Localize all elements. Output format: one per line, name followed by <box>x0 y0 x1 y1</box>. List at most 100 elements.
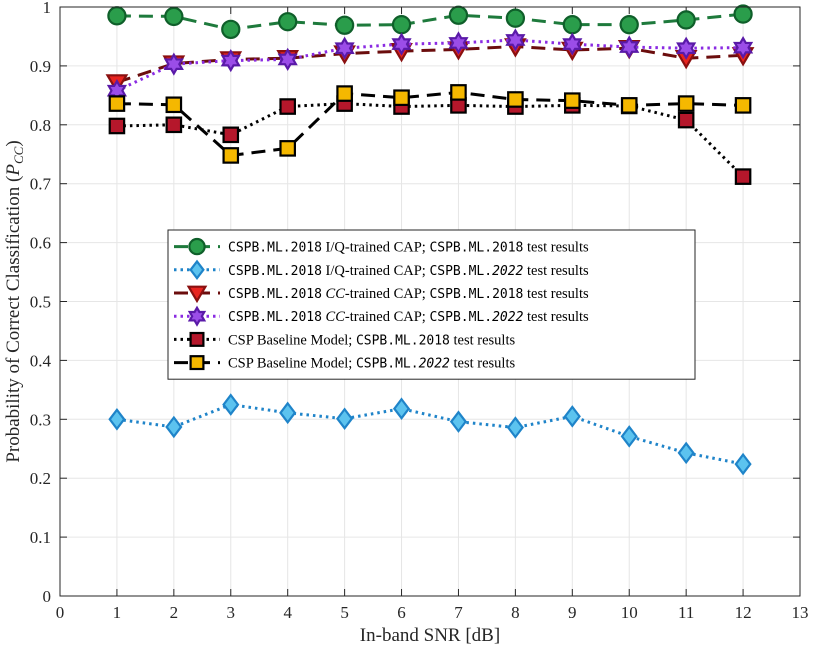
x-axis-title: In-band SNR [dB] <box>360 625 500 646</box>
legend-label-part: test results <box>450 356 516 372</box>
legend-box <box>167 229 696 380</box>
y-tick-label: 0.1 <box>30 528 51 547</box>
series-5-point <box>165 96 183 114</box>
x-tick-label: 5 <box>340 603 349 622</box>
legend-label-part: CSPB.ML.2018 <box>429 241 523 256</box>
series-3-point <box>733 36 754 60</box>
series-1-point <box>279 401 297 425</box>
y-tick-label: 0.5 <box>30 293 51 312</box>
series-4-point <box>108 117 126 135</box>
series-layer <box>105 4 755 476</box>
y-axis-title-prefix: Probability of Correct Classification ( <box>3 176 24 463</box>
legend-label-part: I/Q-trained CAP; <box>322 240 430 256</box>
legend-swatch-marker <box>188 237 206 256</box>
series-5-point <box>222 147 240 164</box>
legend-label-part: 2022 <box>492 264 523 279</box>
y-tick-label: 0.2 <box>30 469 51 488</box>
legend-label: CSPB.ML.2018 I/Q-trained CAP; CSPB.ML.20… <box>228 240 589 256</box>
series-3-point <box>505 28 526 52</box>
x-tick-label: 11 <box>678 603 694 622</box>
legend-label-part: CSP Baseline Model; <box>228 332 356 348</box>
series-0-line <box>116 12 744 31</box>
series-3-point <box>562 32 583 56</box>
y-tick-label: 0.4 <box>30 351 52 370</box>
y-axis-title: Probability of Correct Classification (P… <box>3 140 26 462</box>
legend-label: CSPB.ML.2018 CC-trained CAP; CSPB.ML.201… <box>228 286 589 302</box>
series-3-point <box>619 35 640 59</box>
series-0-point <box>334 15 355 35</box>
legend-label-part: CSPB.ML.2018 <box>228 264 322 279</box>
x-tick-label: 12 <box>735 603 752 622</box>
legend-label: CSP Baseline Model; CSPB.ML.2022 test re… <box>228 356 515 372</box>
y-tick-label: 0.8 <box>30 116 51 135</box>
legend-swatch-marker <box>186 285 208 304</box>
x-tick-label: 4 <box>283 603 292 622</box>
series-5-point <box>450 84 467 101</box>
legend-label-part: CSPB.ML.2018 <box>429 287 523 302</box>
series-0-point <box>562 15 582 35</box>
plot-frame <box>59 6 801 597</box>
x-tick-label: 8 <box>511 603 520 622</box>
y-axis-title-subscript: CC <box>11 146 26 164</box>
legend-item: CSPB.ML.2018 I/Q-trained CAP; CSPB.ML.20… <box>174 259 589 281</box>
legend-label: CSPB.ML.2018 CC-trained CAP; CSPB.ML.202… <box>228 309 589 325</box>
x-tick-label: 10 <box>621 603 638 622</box>
series-5-point <box>564 92 581 109</box>
y-tick-label: 0.7 <box>30 175 52 194</box>
series-5-line <box>116 90 744 158</box>
y-tick-labels: 0 0.1 0.2 0.3 0.4 0.5 0.6 0.7 0.8 0.9 1 <box>30 0 52 606</box>
legend-label-part: CC <box>326 309 346 325</box>
series-0-point <box>619 15 639 35</box>
legend-item: CSPB.ML.2018 CC-trained CAP; CSPB.ML.202… <box>174 305 589 327</box>
legend-swatch-marker <box>187 305 207 327</box>
x-tick-label: 13 <box>792 603 809 622</box>
series-4-point <box>165 116 183 134</box>
series-1-point <box>222 393 240 416</box>
legend-item: CSPB.ML.2018 I/Q-trained CAP; CSPB.ML.20… <box>174 237 589 256</box>
legend-label-part: -trained CAP; <box>345 309 430 325</box>
x-tick-label: 0 <box>56 603 65 622</box>
legend-item: CSP Baseline Model; CSPB.ML.2022 test re… <box>174 355 515 372</box>
series-3-point <box>676 36 697 60</box>
legend: CSPB.ML.2018 I/Q-trained CAP; CSPB.ML.20… <box>167 229 696 380</box>
legend-item: CSPB.ML.2018 CC-trained CAP; CSPB.ML.201… <box>174 285 589 304</box>
y-axis-title-suffix: ) <box>3 140 24 146</box>
legend-label-part: 2022 <box>419 357 450 372</box>
legend-label-part: I/Q-trained CAP; <box>322 263 430 279</box>
series-1-point <box>563 405 581 428</box>
legend-label-part: test results <box>523 240 589 256</box>
series-0-point <box>107 6 127 26</box>
series-5-point <box>393 89 410 107</box>
series-5-point <box>734 97 752 114</box>
series-3-point <box>220 48 241 73</box>
series-5-point <box>507 91 524 108</box>
legend-label-part: CSPB.ML.2018 <box>228 310 322 325</box>
legend-label-part: test results <box>523 309 589 325</box>
legend-label-part: CSP Baseline Model; <box>228 356 356 372</box>
legend-swatch-marker <box>189 355 205 371</box>
legend-swatch-marker <box>189 259 205 281</box>
series-0-point <box>676 10 696 30</box>
series-0-point <box>221 19 241 40</box>
x-tick-label: 6 <box>397 603 406 622</box>
legend-label-part: CSPB.ML. <box>356 357 419 372</box>
x-tick-label: 7 <box>454 603 463 622</box>
legend-label-part: test results <box>523 263 589 279</box>
series-4-line <box>116 102 745 178</box>
legend-label-part: CSPB.ML.2018 <box>228 287 322 302</box>
series-4-point <box>279 98 296 115</box>
series-3-point <box>391 32 412 56</box>
series-4-point <box>222 126 240 144</box>
series-5-point <box>108 95 126 112</box>
series-0-point <box>448 5 469 25</box>
legend-label-part: CSPB.ML. <box>429 264 492 279</box>
series-4-point <box>734 168 752 185</box>
y-axis-title-symbol: P <box>3 164 24 177</box>
series-2-line <box>116 44 744 84</box>
x-tick-label: 2 <box>170 603 179 622</box>
legend-label-part: test results <box>450 332 516 348</box>
legend-swatch-marker <box>189 331 205 347</box>
series-1-point <box>108 408 126 431</box>
y-tick-label: 1 <box>43 0 52 17</box>
series-1-point <box>506 416 524 439</box>
